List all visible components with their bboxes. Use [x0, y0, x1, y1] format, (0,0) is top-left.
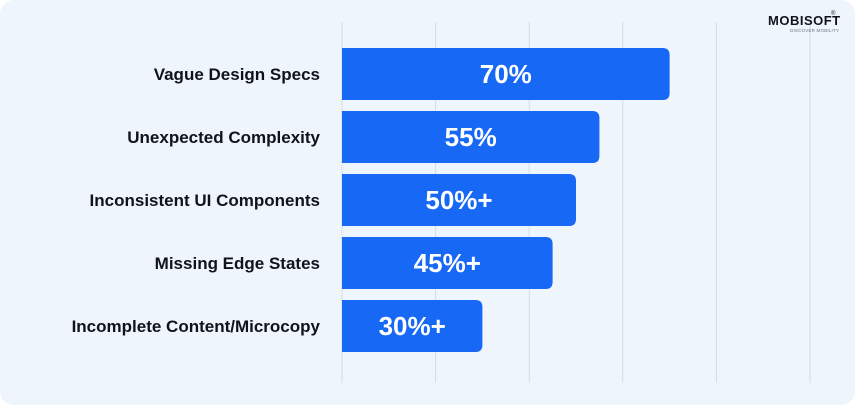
- value-label: 45%+: [414, 248, 481, 278]
- category-label: Missing Edge States: [155, 254, 320, 273]
- category-label: Incomplete Content/Microcopy: [72, 317, 321, 336]
- value-label: 70%: [480, 59, 532, 89]
- category-labels: Vague Design Specs Unexpected Complexity I…: [72, 65, 321, 336]
- category-label: Inconsistent UI Components: [90, 191, 320, 210]
- bar: [342, 300, 483, 352]
- bars: [342, 48, 670, 352]
- value-label: 55%: [445, 122, 497, 152]
- bar: [342, 174, 576, 226]
- value-labels: 70% 55% 50%+ 45%+ 30%+: [379, 59, 532, 341]
- bar: [342, 48, 670, 100]
- value-label: 30%+: [379, 311, 446, 341]
- category-label: Unexpected Complexity: [127, 128, 320, 147]
- value-label: 50%+: [425, 185, 492, 215]
- bar: [342, 111, 600, 163]
- brand-tagline: DISCOVER MOBILITY: [790, 28, 840, 33]
- bar: [342, 237, 553, 289]
- brand-name: MOBISOFT: [768, 13, 841, 28]
- brand-logo: MOBISOFT ® DISCOVER MOBILITY: [768, 11, 841, 39]
- brand-trademark: ®: [831, 11, 836, 17]
- category-label: Vague Design Specs: [154, 65, 320, 84]
